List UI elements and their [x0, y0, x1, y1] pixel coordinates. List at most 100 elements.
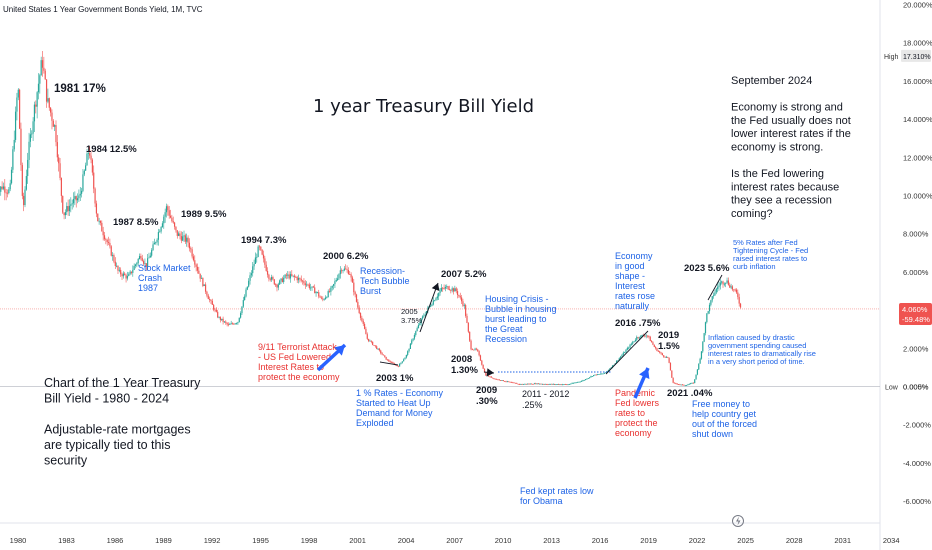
candle-body	[58, 157, 60, 164]
candle-body	[644, 335, 646, 337]
candle-body	[109, 242, 111, 247]
candle-body	[400, 362, 402, 364]
note-terrorist-line: protect the economy	[258, 372, 340, 382]
candle-body	[522, 384, 525, 385]
candle-body	[353, 282, 355, 293]
label-2003: 2003 1%	[376, 373, 414, 384]
candle-body	[465, 305, 467, 316]
candle-body	[628, 347, 630, 349]
candle-body	[603, 372, 606, 374]
candle-body	[204, 284, 207, 292]
candle-body	[233, 323, 235, 325]
candle-body	[74, 196, 76, 199]
candle-body	[211, 301, 213, 305]
candle-body	[527, 383, 529, 385]
candle-body	[1, 186, 3, 189]
candle-body	[408, 348, 410, 352]
candle-body	[292, 275, 294, 277]
label-2011: 2011 - 2012.25%	[522, 389, 569, 410]
x-tick-label: 2016	[592, 536, 609, 545]
candle-body	[563, 384, 565, 385]
candle-body	[93, 172, 95, 189]
candle-body	[163, 216, 165, 224]
candle-body	[434, 300, 436, 302]
candle-body	[111, 255, 114, 256]
candle-body	[404, 357, 406, 360]
y-tick-label: -6.000%	[903, 497, 931, 506]
candle-body	[416, 328, 418, 332]
replay-icon[interactable]	[732, 515, 744, 527]
candle-body	[739, 303, 742, 308]
candle-body	[723, 283, 725, 285]
candle-body	[444, 286, 447, 289]
candle-body	[60, 177, 62, 196]
candle-body	[214, 309, 216, 311]
candle-body	[679, 384, 681, 386]
candle-body	[149, 255, 151, 258]
candle-body	[242, 300, 244, 307]
candle-body	[230, 323, 232, 325]
candle-body	[311, 286, 313, 288]
candle-body	[246, 286, 248, 290]
candle-body	[277, 284, 279, 288]
candle-body	[349, 274, 351, 275]
candle-body	[343, 268, 345, 271]
candle-body	[629, 344, 631, 348]
candle-body	[692, 382, 694, 384]
note-pandemic-line: Fed lowers	[615, 398, 660, 408]
candle-body	[399, 363, 401, 367]
candle-body	[595, 374, 597, 376]
note-economy-good-line: Interest	[615, 281, 646, 291]
candle-body	[590, 376, 592, 378]
candle-body	[633, 341, 635, 343]
candle-body	[363, 323, 366, 329]
note-fed-low-line: for Obama	[520, 496, 563, 506]
candle-body	[97, 213, 99, 222]
candle-body	[578, 381, 580, 383]
candle-body	[636, 337, 638, 340]
trend-line-2003	[379, 361, 399, 366]
candle-body	[328, 291, 331, 292]
note-stock-crash-line: Stock Market	[138, 263, 191, 273]
x-tick-label: 2013	[543, 536, 560, 545]
candle-body	[649, 336, 651, 342]
candle-body	[107, 242, 110, 243]
candle-body	[287, 274, 289, 276]
candle-body	[351, 277, 354, 283]
candle-body	[324, 297, 327, 300]
candle-body	[314, 287, 316, 294]
note-sept-2024-line: Economy is strong and	[731, 102, 843, 114]
candle-body	[17, 89, 19, 98]
candle-body	[721, 281, 723, 283]
candle-body	[587, 378, 589, 379]
candle-body	[225, 321, 227, 323]
note-economy-good-line: rates rose	[615, 291, 655, 301]
candle-body	[421, 316, 424, 319]
candle-body	[270, 277, 273, 280]
y-tick-label: -4.000%	[903, 459, 931, 468]
candle-body	[438, 293, 440, 297]
candle-body	[281, 278, 283, 283]
candle-body	[355, 294, 358, 302]
candle-body	[543, 383, 545, 385]
candle-body	[726, 280, 728, 283]
candle-body	[607, 369, 610, 372]
candle-body	[94, 188, 96, 204]
candle-body	[306, 284, 308, 286]
candle-body	[483, 368, 486, 373]
candle-body	[192, 256, 195, 261]
candle-body	[664, 356, 666, 358]
candle-body	[227, 324, 230, 326]
candle-body	[474, 348, 476, 350]
candle-body	[376, 346, 378, 349]
y-tick-label: 14.000%	[903, 115, 932, 124]
candle-body	[13, 139, 15, 150]
candle-body	[171, 217, 173, 222]
candle-body	[144, 263, 146, 265]
candle-body	[456, 291, 459, 295]
arrow-terrorist	[316, 343, 347, 372]
candle-body	[145, 263, 147, 267]
candle-body	[226, 322, 228, 325]
candle-body	[99, 220, 102, 223]
